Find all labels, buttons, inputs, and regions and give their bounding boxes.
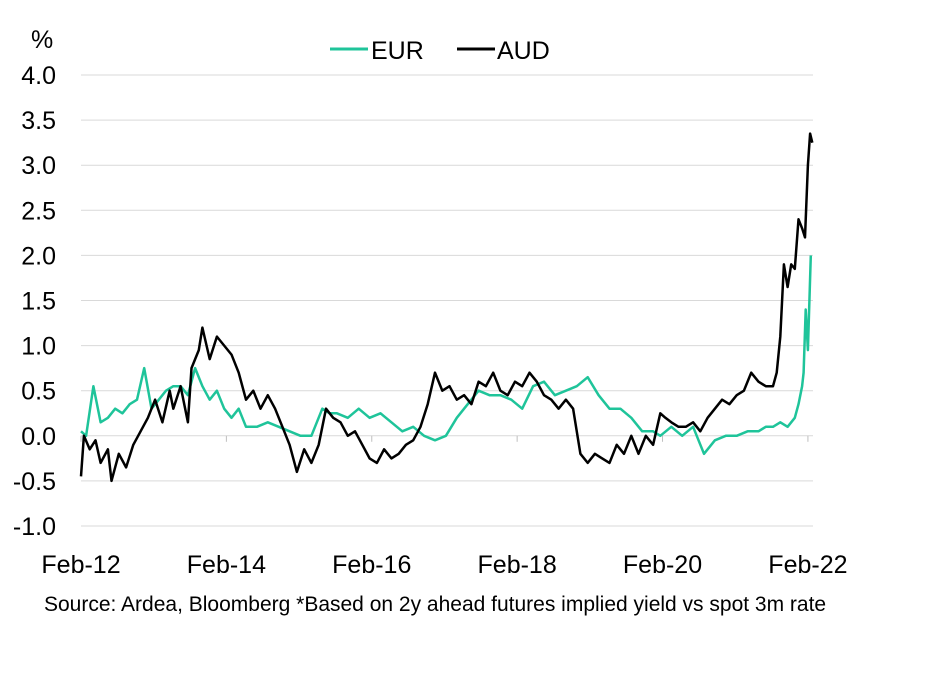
x-tick-label: Feb-18 [478, 551, 557, 579]
y-axis-unit-label: % [31, 26, 53, 54]
x-tick-label: Feb-14 [187, 551, 266, 579]
gridlines [81, 74, 813, 527]
y-tick-label: 2.0 [21, 242, 56, 270]
series-line-aud [79, 132, 814, 483]
line-chart: % EUR AUD 4.0 3.5 3.0 2.5 2.0 1.5 1.0 0.5 0.0 -0.… [13, 26, 848, 579]
y-tick-label: 0.0 [21, 423, 56, 451]
x-tick-label: Feb-16 [332, 551, 411, 579]
source-note: Source: Ardea, Bloomberg *Based on 2y ah… [44, 593, 827, 616]
legend-label-eur: EUR [371, 37, 424, 65]
y-tick-label: 0.5 [21, 378, 56, 406]
y-tick-label: 1.0 [21, 333, 56, 361]
x-tick-label: Feb-22 [768, 551, 847, 579]
y-tick-label: 1.5 [21, 288, 56, 316]
legend-label-aud: AUD [497, 37, 550, 65]
series-lines [79, 132, 814, 483]
legend: EUR AUD [330, 37, 550, 65]
y-tick-label: 4.0 [21, 62, 56, 90]
y-tick-label: -0.5 [13, 468, 56, 496]
x-axis-ticks: Feb-12 Feb-14 Feb-16 Feb-18 Feb-20 Feb-22 [41, 435, 848, 579]
x-tick-label: Feb-20 [623, 551, 702, 579]
y-tick-label: 3.5 [21, 107, 56, 135]
series-line-eur [80, 255, 813, 456]
x-tick-label: Feb-12 [41, 551, 120, 579]
y-tick-label: 2.5 [21, 197, 56, 225]
y-axis-ticks: 4.0 3.5 3.0 2.5 2.0 1.5 1.0 0.5 0.0 -0.5 -1.0 [13, 62, 56, 541]
y-tick-label: -1.0 [13, 513, 56, 541]
y-tick-label: 3.0 [21, 152, 56, 180]
